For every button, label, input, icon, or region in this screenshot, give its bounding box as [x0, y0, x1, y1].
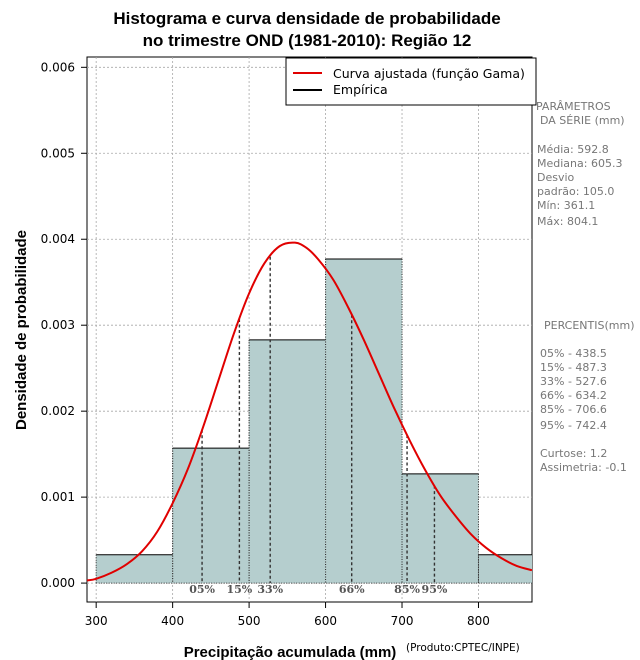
stat-p15: 15% - 487.3	[540, 361, 607, 374]
x-tick-label-1: 400	[161, 614, 184, 628]
stat-mediana: Mediana: 605.3	[537, 157, 622, 170]
legend-empirical-label: Empírica	[333, 82, 388, 97]
percentile-label-0: 05%	[189, 583, 215, 596]
stat-p85: 85% - 706.6	[540, 403, 607, 416]
y-tick-label-2: 0.002	[41, 404, 75, 418]
stat-assimetria: Assimetria: -0.1	[540, 461, 627, 474]
x-tick-label-2: 500	[238, 614, 261, 628]
y-tick-label-1: 0.001	[41, 490, 75, 504]
fitted-curve	[86, 241, 533, 582]
y-tick-label-6: 0.006	[41, 60, 75, 74]
legend: Curva ajustada (função Gama) Empírica	[285, 57, 537, 106]
chart-subtitle: no trimestre OND (1981-2010): Região 12	[143, 31, 472, 50]
x-axis-ticks: 300 400 500 600 700 800	[85, 602, 490, 628]
percentile-label-2: 33%	[257, 583, 283, 596]
product-credit: (Produto:CPTEC/INPE)	[406, 642, 520, 654]
percentile-label-3: 66%	[339, 583, 365, 596]
percentile-label-4: 85%	[394, 583, 420, 596]
y-axis-ticks: 0.000 0.001 0.002 0.003 0.004 0.005 0.006	[41, 60, 87, 590]
x-axis-label: Precipitação acumulada (mm)	[184, 644, 397, 660]
histogram-bar-1	[172, 448, 250, 584]
chart-title: Histograma e curva densidade de probabil…	[113, 9, 500, 28]
y-tick-label-4: 0.004	[41, 232, 75, 246]
fitted-gamma-curve	[86, 241, 533, 582]
stat-p33: 33% - 527.6	[540, 375, 607, 388]
x-tick-label-4: 700	[391, 614, 414, 628]
stat-desvio-2: padrão: 105.0	[537, 185, 614, 198]
stat-media: Média: 592.8	[537, 143, 609, 156]
y-axis-label: Densidade de probabilidade	[13, 230, 30, 430]
x-tick-label-3: 600	[314, 614, 337, 628]
stat-desvio-1: Desvio	[537, 171, 575, 184]
stat-min: Mín: 361.1	[537, 199, 595, 212]
percentile-labels: 05% 15% 33% 66% 85% 95%	[189, 583, 448, 596]
params-title-1: PARÂMETROS	[536, 100, 611, 113]
histogram-bars	[95, 258, 532, 584]
legend-curve-label: Curva ajustada (função Gama)	[333, 66, 525, 81]
y-tick-label-0: 0.000	[41, 576, 75, 590]
stat-p66: 66% - 634.2	[540, 389, 607, 402]
stat-p95: 95% - 742.4	[540, 419, 607, 432]
percentile-label-1: 15%	[227, 583, 253, 596]
side-panel: PARÂMETROS DA SÉRIE (mm) Média: 592.8 Me…	[536, 100, 635, 474]
legend-box	[285, 57, 537, 106]
y-tick-label-3: 0.003	[41, 318, 75, 332]
params-title-2: DA SÉRIE (mm)	[540, 114, 625, 127]
x-tick-label-0: 300	[85, 614, 108, 628]
x-tick-label-5: 800	[467, 614, 490, 628]
percentile-label-5: 95%	[422, 583, 448, 596]
histogram-bar-2	[249, 339, 326, 584]
y-tick-label-5: 0.005	[41, 146, 75, 160]
stat-curtose: Curtose: 1.2	[540, 447, 607, 460]
percentile-lines	[201, 256, 436, 584]
stat-max: Máx: 804.1	[537, 215, 598, 228]
histogram-bar-3	[325, 259, 403, 584]
percentis-title: PERCENTIS(mm)	[544, 319, 635, 332]
stat-p05: 05% - 438.5	[540, 347, 607, 360]
